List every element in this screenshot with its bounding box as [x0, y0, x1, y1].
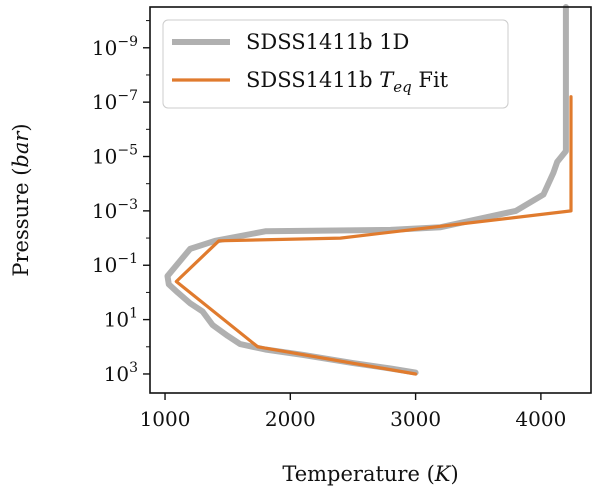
legend-label-1d-text: SDSS1411b 1D: [246, 30, 409, 54]
y-axis-label-var: bar: [9, 130, 33, 168]
y-tick-label: 10−3: [92, 197, 138, 223]
x-axis: 1000 2000 3000 4000: [140, 393, 566, 431]
x-tick-label: 2000: [265, 407, 316, 431]
series-line-teq-fit: [174, 95, 573, 376]
y-tick-label: 10−9: [92, 34, 138, 60]
x-axis-label-var: K: [434, 462, 452, 486]
legend-label-teq-fit: SDSS1411b Teq Fit: [246, 68, 449, 96]
y-tick-label: 103: [104, 360, 138, 386]
legend-label-teq-var: T: [379, 68, 395, 92]
y-tick-label: 10−1: [92, 251, 138, 277]
x-axis-label: Temperature (K): [282, 462, 458, 486]
legend-label-teq-text: SDSS1411b: [246, 68, 379, 92]
y-tick-label: 101: [104, 306, 138, 332]
legend: SDSS1411b 1D SDSS1411b Teq Fit: [162, 19, 509, 109]
y-tick-label: 10−5: [92, 143, 138, 169]
legend-box: [162, 19, 509, 109]
y-axis-label-close: ): [9, 123, 33, 131]
legend-label-teq-sub: eq: [393, 78, 411, 96]
x-tick-label: 4000: [515, 407, 566, 431]
y-axis-label-text: Pressure (: [9, 168, 33, 277]
plot-frame: [149, 6, 592, 394]
y-axis: 10−9 10−7 10−5 10−3 10−1 101 103: [92, 20, 150, 386]
x-axis-label-close: ): [450, 462, 458, 486]
legend-label-teq-after: Fit: [412, 68, 449, 92]
x-axis-label-text: Temperature (: [282, 462, 434, 486]
x-tick-label: 3000: [390, 407, 441, 431]
y-tick-label: 10−7: [92, 88, 138, 114]
series-layer: [164, 4, 573, 376]
y-axis-label: Pressure (bar): [9, 123, 33, 276]
x-tick-label: 1000: [140, 407, 191, 431]
legend-label-1d: SDSS1411b 1D: [246, 30, 409, 54]
